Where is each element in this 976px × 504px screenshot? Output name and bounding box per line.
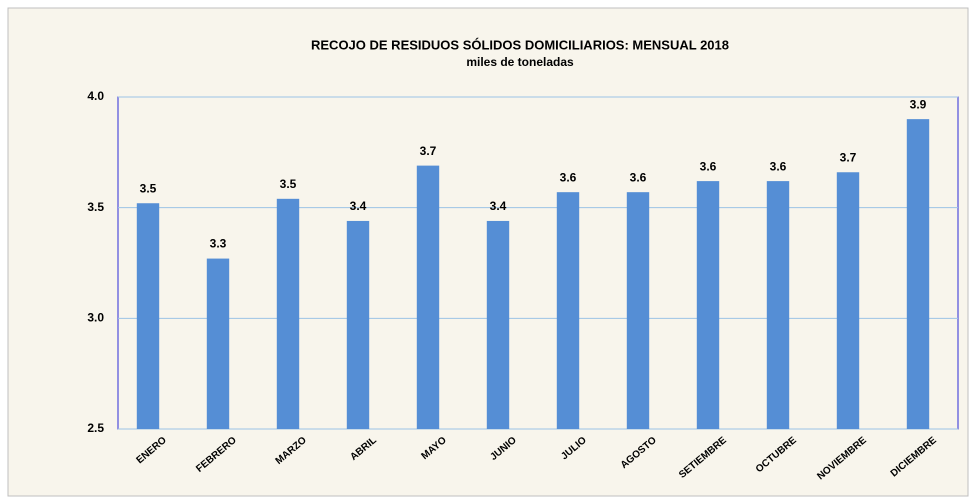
value-label: 3.7 bbox=[420, 144, 437, 158]
y-tick-label: 3.5 bbox=[87, 200, 104, 214]
value-label: 3.6 bbox=[630, 170, 647, 184]
bar bbox=[626, 192, 650, 429]
value-label: 3.9 bbox=[910, 97, 927, 111]
y-tick-label: 4.0 bbox=[87, 89, 104, 103]
value-label: 3.3 bbox=[210, 237, 227, 251]
value-label: 3.6 bbox=[560, 170, 577, 184]
bar bbox=[276, 198, 300, 429]
value-label: 3.4 bbox=[490, 199, 507, 213]
bar bbox=[696, 181, 720, 429]
value-label: 3.7 bbox=[840, 150, 857, 164]
plot-area bbox=[117, 96, 959, 430]
value-label: 3.6 bbox=[700, 159, 717, 173]
value-label: 3.6 bbox=[770, 159, 787, 173]
bar bbox=[836, 172, 860, 429]
value-label: 3.5 bbox=[140, 181, 157, 195]
bar bbox=[486, 220, 510, 429]
y-tick-label: 3.0 bbox=[87, 311, 104, 325]
bar bbox=[556, 192, 580, 429]
chart-subtitle: miles de toneladas bbox=[466, 55, 574, 69]
value-label: 3.4 bbox=[350, 199, 367, 213]
bar bbox=[416, 165, 440, 429]
bar bbox=[346, 220, 370, 429]
bar bbox=[206, 258, 230, 429]
chart-title: RECOJO DE RESIDUOS SÓLIDOS DOMICILIARIOS… bbox=[311, 37, 729, 52]
bar bbox=[906, 119, 930, 429]
bar bbox=[766, 181, 790, 429]
y-tick-label: 2.5 bbox=[87, 421, 104, 435]
value-label: 3.5 bbox=[280, 177, 297, 191]
bar bbox=[136, 203, 160, 429]
